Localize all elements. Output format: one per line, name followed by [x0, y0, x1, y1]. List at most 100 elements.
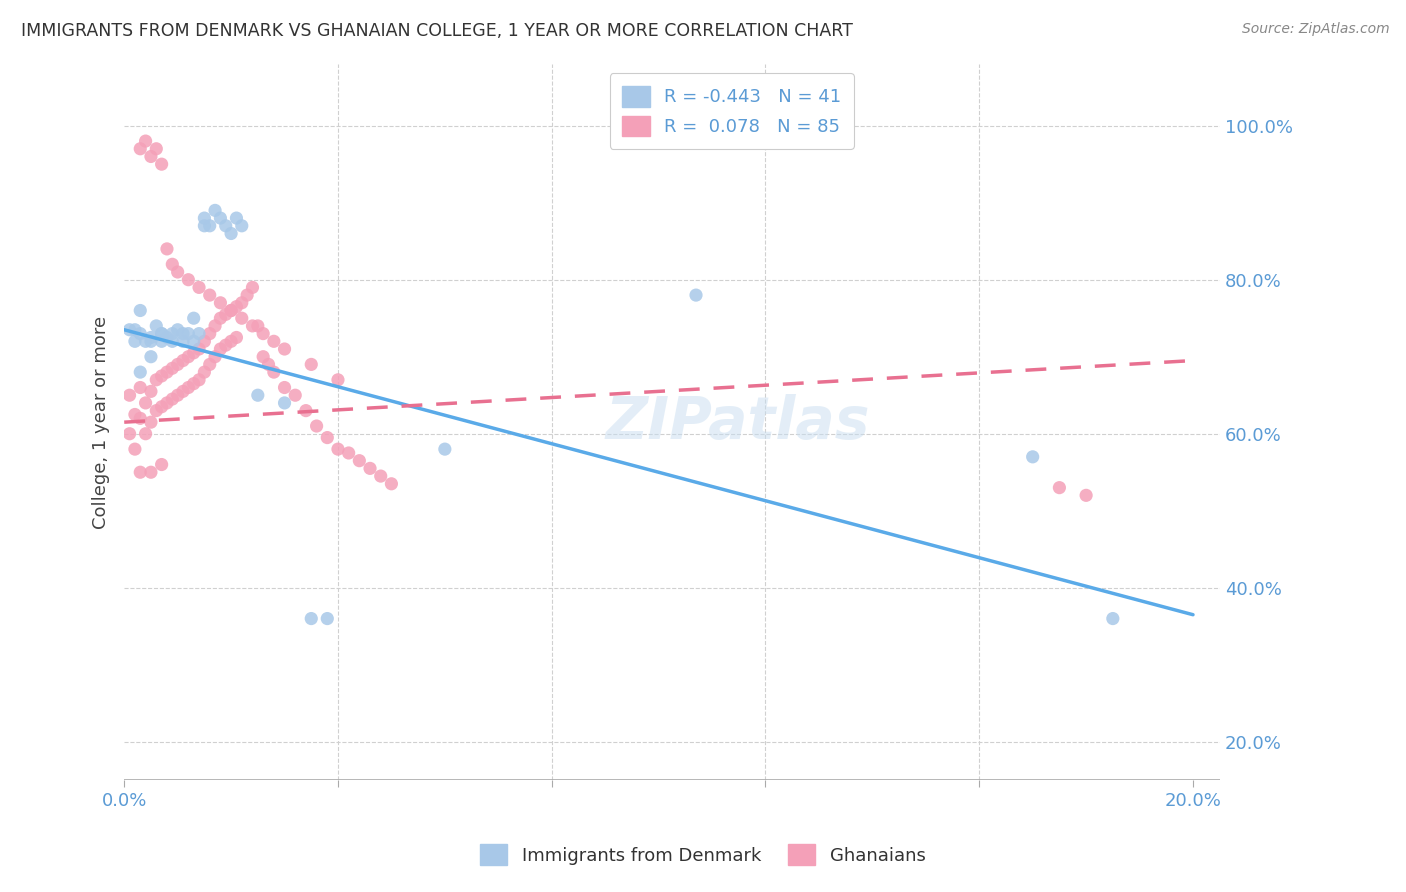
Point [263, 365, 285, 379]
Point [162, 392, 184, 406]
Point [162, 257, 184, 271]
Point [188, 280, 211, 294]
Point [172, 353, 194, 368]
Point [215, 338, 238, 352]
Point [172, 384, 194, 399]
Point [349, 453, 371, 467]
Point [337, 446, 360, 460]
Y-axis label: College, 1 year or more: College, 1 year or more [93, 316, 110, 529]
Point [193, 334, 215, 349]
Point [273, 396, 295, 410]
Point [166, 388, 188, 402]
Point [198, 326, 221, 341]
Point [162, 361, 184, 376]
Point [1047, 481, 1070, 495]
Point [225, 300, 247, 314]
Point [139, 350, 162, 364]
Point [246, 318, 269, 333]
Point [145, 373, 167, 387]
Point [188, 326, 211, 341]
Point [215, 307, 238, 321]
Point [299, 611, 322, 625]
Point [150, 368, 173, 383]
Point [252, 350, 274, 364]
Point [150, 334, 173, 349]
Point [156, 396, 179, 410]
Point [231, 311, 253, 326]
Point [145, 142, 167, 156]
Text: IMMIGRANTS FROM DENMARK VS GHANAIAN COLLEGE, 1 YEAR OR MORE CORRELATION CHART: IMMIGRANTS FROM DENMARK VS GHANAIAN COLL… [21, 22, 853, 40]
Point [124, 334, 146, 349]
Point [150, 458, 173, 472]
Point [209, 295, 232, 310]
Point [225, 330, 247, 344]
Point [273, 342, 295, 356]
Point [183, 346, 205, 360]
Point [299, 358, 322, 372]
Point [172, 326, 194, 341]
Point [135, 134, 157, 148]
Point [316, 611, 339, 625]
Point [156, 365, 179, 379]
Point [257, 358, 280, 372]
Point [145, 403, 167, 417]
Point [188, 373, 211, 387]
Point [284, 388, 307, 402]
Point [129, 303, 152, 318]
Point [242, 318, 264, 333]
Point [204, 318, 226, 333]
Point [252, 326, 274, 341]
Point [129, 465, 152, 479]
Point [150, 400, 173, 414]
Point [139, 334, 162, 349]
Point [129, 380, 152, 394]
Point [263, 334, 285, 349]
Point [1074, 488, 1097, 502]
Point [172, 334, 194, 349]
Point [129, 142, 152, 156]
Point [209, 311, 232, 326]
Point [166, 265, 188, 279]
Point [380, 476, 402, 491]
Point [326, 442, 349, 457]
Point [359, 461, 381, 475]
Point [198, 219, 221, 233]
Point [177, 380, 200, 394]
Point [193, 219, 215, 233]
Point [135, 334, 157, 349]
Point [193, 365, 215, 379]
Point [139, 330, 162, 344]
Point [1021, 450, 1043, 464]
Point [316, 431, 339, 445]
Point [215, 219, 238, 233]
Point [124, 442, 146, 457]
Point [118, 323, 141, 337]
Point [166, 358, 188, 372]
Point [150, 326, 173, 341]
Point [129, 411, 152, 425]
Point [370, 469, 392, 483]
Point [242, 280, 264, 294]
Point [139, 384, 162, 399]
Point [129, 326, 152, 341]
Point [198, 288, 221, 302]
Point [188, 342, 211, 356]
Text: Source: ZipAtlas.com: Source: ZipAtlas.com [1241, 22, 1389, 37]
Point [209, 342, 232, 356]
Point [156, 330, 179, 344]
Point [124, 323, 146, 337]
Point [204, 203, 226, 218]
Point [209, 211, 232, 225]
Point [162, 334, 184, 349]
Point [273, 380, 295, 394]
Point [246, 388, 269, 402]
Text: ZIPatlas: ZIPatlas [606, 393, 870, 450]
Point [177, 273, 200, 287]
Point [193, 211, 215, 225]
Point [150, 157, 173, 171]
Point [150, 326, 173, 341]
Point [129, 365, 152, 379]
Point [166, 323, 188, 337]
Point [139, 415, 162, 429]
Point [219, 334, 242, 349]
